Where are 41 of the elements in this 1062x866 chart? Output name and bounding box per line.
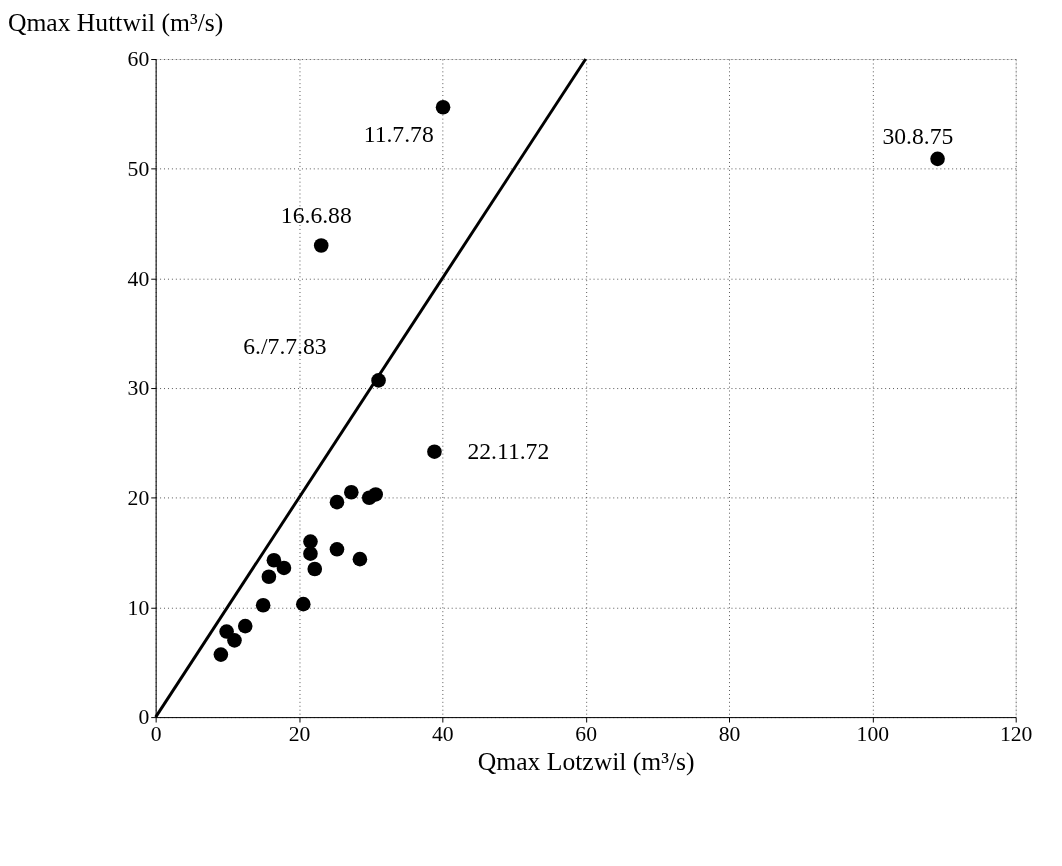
x-tick-label: 100 <box>856 722 890 747</box>
y-tick-label: 30 <box>127 376 150 401</box>
annotation: 16.6.88 <box>280 201 352 228</box>
annotation: 30.8.75 <box>882 123 954 150</box>
annotation: 11.7.78 <box>363 120 434 147</box>
x-tick-label: 60 <box>575 722 597 747</box>
y-tick-label: 10 <box>127 595 150 620</box>
annotation: 22.11.72 <box>467 437 550 464</box>
annotation: 6./7.7.83 <box>243 332 327 359</box>
x-tick-label: 120 <box>999 722 1033 747</box>
point <box>303 546 318 561</box>
point <box>329 494 345 510</box>
point <box>219 624 234 639</box>
point <box>266 552 282 568</box>
point <box>307 561 323 577</box>
y-tick-label: 50 <box>127 157 150 182</box>
point <box>344 484 359 500</box>
point <box>276 560 292 576</box>
point <box>930 151 945 167</box>
point <box>295 596 311 612</box>
point <box>435 99 451 115</box>
point <box>237 618 253 634</box>
y-tick-label: 20 <box>127 486 150 511</box>
x-tick-label: 40 <box>432 722 454 747</box>
y-tick-label: 40 <box>127 266 150 291</box>
y-tick-label: 0 <box>138 705 150 730</box>
x-tick-label: 20 <box>288 722 311 747</box>
point <box>352 551 368 567</box>
point <box>255 597 271 613</box>
point <box>303 534 318 549</box>
y-axis-title: Qmax Huttwil (m³/s) <box>7 8 224 38</box>
y-tick-label: 60 <box>127 47 150 72</box>
point <box>368 487 383 502</box>
point <box>329 542 345 557</box>
point <box>313 238 329 253</box>
point <box>261 569 277 585</box>
x-axis-title: Qmax Lotzwil (m³/s) <box>477 746 695 776</box>
point <box>227 633 242 648</box>
point <box>213 647 229 662</box>
point <box>427 444 442 459</box>
x-tick-label: 80 <box>718 722 741 747</box>
